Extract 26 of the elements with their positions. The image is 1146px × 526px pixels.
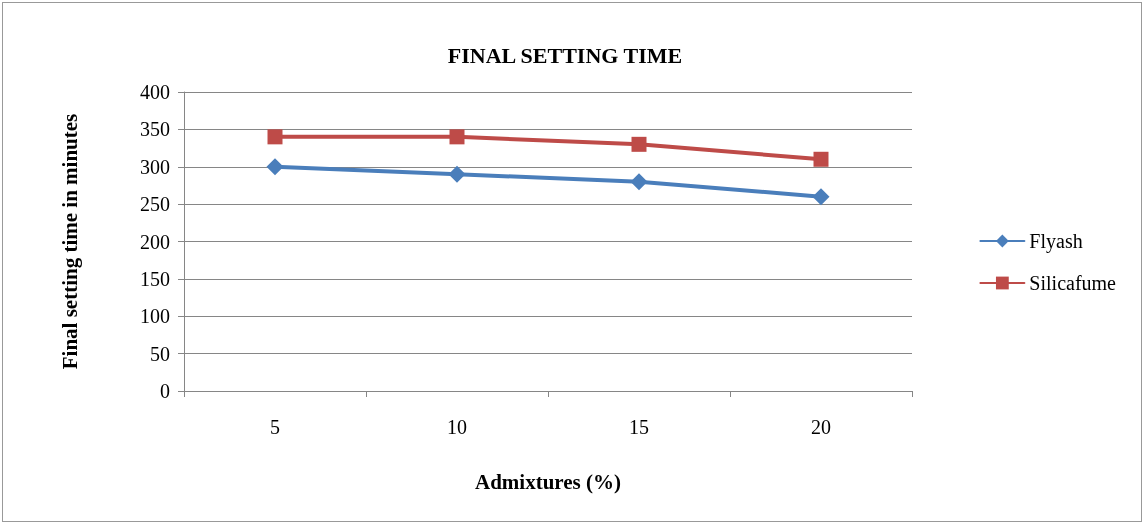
- point: [266, 158, 284, 176]
- y-tick-label: 150: [140, 267, 170, 290]
- y-tick-label: 50: [150, 342, 170, 365]
- point: [448, 165, 466, 183]
- point: [812, 188, 830, 206]
- y-tick-label: 100: [140, 305, 170, 328]
- y-tick-label: 200: [140, 230, 170, 253]
- point: [813, 151, 829, 167]
- chart-title: FINAL SETTING TIME: [447, 42, 683, 68]
- point: [630, 173, 648, 191]
- y-tick-label: 300: [140, 155, 170, 178]
- point: [631, 136, 647, 152]
- x-tick-label: 10: [447, 416, 467, 438]
- y-tick-label: 350: [140, 118, 170, 141]
- y-tick-label: 400: [140, 81, 170, 103]
- point: [449, 129, 465, 145]
- x-axis-title: Admixtures (%): [474, 469, 622, 494]
- x-tick-label: 20: [811, 416, 831, 438]
- point: [267, 129, 283, 145]
- y-tick-label: 0: [160, 380, 170, 402]
- y-tick-label: 250: [140, 193, 170, 216]
- legend-label: Silicafume: [1029, 272, 1117, 294]
- y-axis-title: Final setting time in minutes: [58, 113, 82, 370]
- x-tick-label: 15: [629, 416, 649, 438]
- x-tick-label: 5: [270, 416, 280, 438]
- legend-label: Flyash: [1029, 230, 1083, 253]
